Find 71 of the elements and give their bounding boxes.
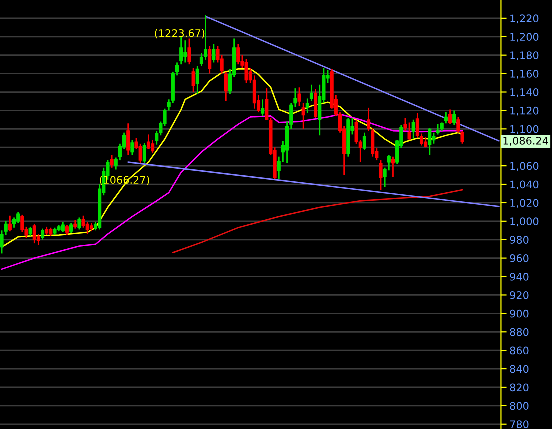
y-tick-label: 1,200 xyxy=(510,33,539,42)
candlestick xyxy=(130,140,134,156)
candlestick xyxy=(126,122,130,156)
y-tick-label: 800 xyxy=(510,402,529,410)
candlestick xyxy=(110,154,114,169)
candlestick xyxy=(70,222,74,234)
candlestick xyxy=(188,38,192,66)
y-tick-label: 1,020 xyxy=(510,199,539,208)
candlestick xyxy=(208,45,212,74)
candlestick xyxy=(391,156,396,178)
candlestick xyxy=(244,58,248,84)
candlestick xyxy=(436,124,440,136)
y-tick-label: 1,180 xyxy=(510,52,539,61)
candlestick xyxy=(265,88,269,121)
y-tick-label: 1,120 xyxy=(510,106,539,116)
candlestick xyxy=(65,224,70,236)
candlestick xyxy=(261,98,265,117)
candlestick xyxy=(314,88,318,119)
candlestick xyxy=(86,222,90,236)
y-tick-label: 1,000 xyxy=(510,218,539,227)
y-tick-label: 840 xyxy=(510,365,529,374)
line-series xyxy=(1,68,464,248)
candlestick xyxy=(16,212,20,224)
y-tick-label: 980 xyxy=(510,236,529,244)
candlestick xyxy=(41,228,45,241)
candlestick xyxy=(412,119,416,140)
candlestick xyxy=(20,214,24,234)
candlestick xyxy=(192,68,196,93)
candlestick xyxy=(196,66,200,95)
annotation: (1223.67) xyxy=(155,29,205,39)
candlestick xyxy=(302,102,306,130)
candlestick xyxy=(408,122,412,141)
y-tick-label: 1,060 xyxy=(510,162,539,172)
candlestick xyxy=(428,128,432,156)
candlestick xyxy=(146,134,151,150)
candlestick xyxy=(298,86,302,107)
candlestick xyxy=(142,142,146,164)
candlestick xyxy=(379,160,383,191)
candlestick xyxy=(452,110,456,126)
candlestick xyxy=(224,71,228,102)
candlestick xyxy=(212,44,216,64)
line-series xyxy=(172,189,464,254)
y-tick-label: 820 xyxy=(510,384,529,392)
y-tick-label: 1,100 xyxy=(510,125,539,134)
y-tick-label: 780 xyxy=(510,420,529,428)
line-series xyxy=(1,114,464,270)
candlestick xyxy=(184,40,188,64)
candlestick xyxy=(32,223,36,244)
y-tick-label: 920 xyxy=(510,291,529,300)
candlestick xyxy=(138,143,142,164)
text: 1,086.24 xyxy=(504,137,548,146)
candlestick xyxy=(8,215,12,232)
candlestick xyxy=(28,226,32,237)
candlestick xyxy=(424,136,428,148)
y-tick-label: 1,140 xyxy=(510,88,539,98)
y-tick-label: 1,160 xyxy=(510,70,539,79)
candlestick xyxy=(448,109,452,126)
candlestick xyxy=(236,44,240,66)
candlestick xyxy=(404,117,408,132)
candlestick xyxy=(444,112,448,124)
y-tick-label: 1,040 xyxy=(510,180,539,190)
candlestick xyxy=(432,132,436,145)
y-tick-label: 1,220 xyxy=(510,14,539,24)
candlestick xyxy=(362,132,366,152)
candlestick xyxy=(78,217,82,230)
y-tick-label: 940 xyxy=(510,273,529,281)
y-tick-label: 900 xyxy=(510,310,529,318)
y-tick-label: 880 xyxy=(510,328,529,336)
candlestick xyxy=(61,222,65,234)
y-tick-label: 860 xyxy=(510,346,529,355)
y-tick-label: 960 xyxy=(510,254,529,262)
